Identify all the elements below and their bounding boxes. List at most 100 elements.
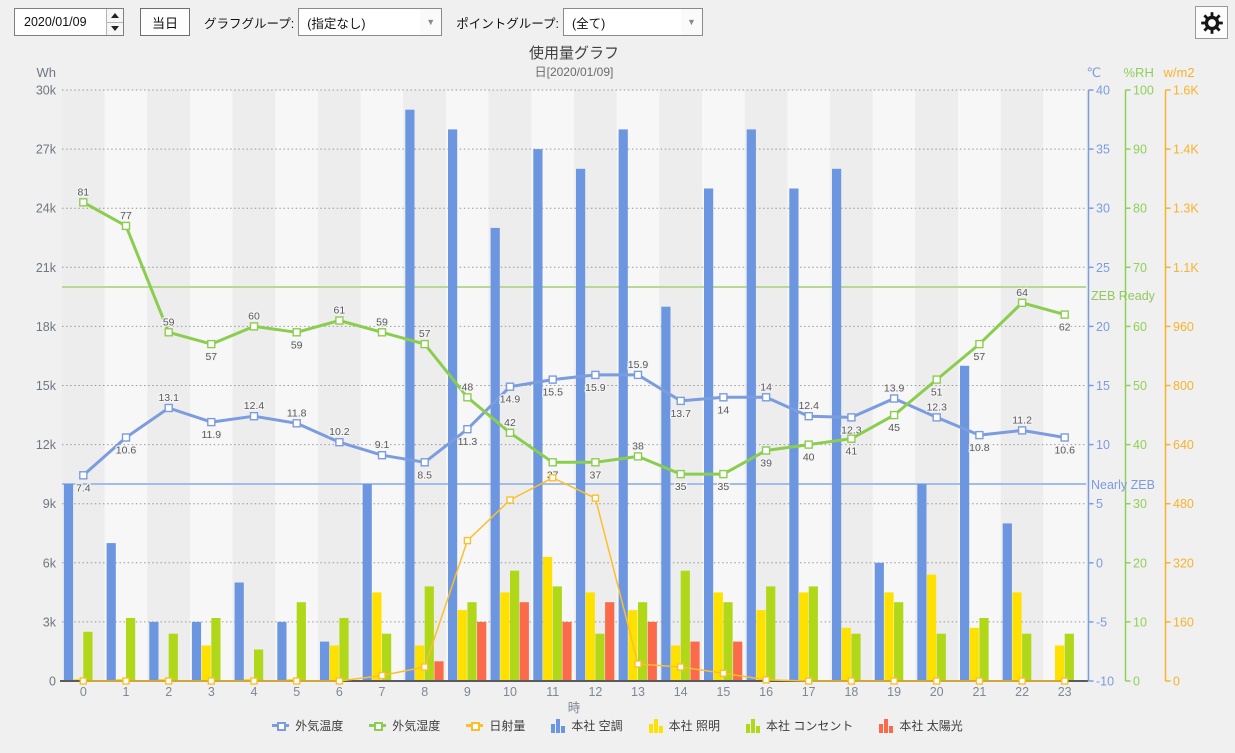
line-series-日射量 <box>79 474 1069 685</box>
svg-text:11.8: 11.8 <box>287 407 307 419</box>
svg-text:57: 57 <box>419 328 431 340</box>
svg-text:20: 20 <box>1133 556 1147 570</box>
chart-subtitle: 日[2020/01/09] <box>534 65 614 79</box>
point-group-select[interactable]: (全て) ▼ <box>562 8 703 36</box>
svg-text:35: 35 <box>718 481 730 493</box>
chart-legend: 外気温度 外気湿度 日射量 本社 空調 本社 照明 本社 コンセント 本社 太陽光 <box>0 717 1235 734</box>
svg-text:10.8: 10.8 <box>969 442 990 454</box>
left-axis: Wh 30k 27k 24k 21k 18k 15k 12k 9k 6k 3k 0 <box>36 65 57 689</box>
svg-text:20: 20 <box>1096 320 1110 334</box>
svg-text:14.9: 14.9 <box>500 394 521 406</box>
svg-text:5: 5 <box>293 685 300 699</box>
svg-text:1: 1 <box>123 685 130 699</box>
svg-text:3: 3 <box>208 685 215 699</box>
svg-text:0: 0 <box>1096 556 1103 570</box>
legend-line-icon <box>272 720 290 731</box>
svg-text:62: 62 <box>1059 322 1071 334</box>
toolbar: 当日 グラフグループ: (指定なし) ▼ ポイントグループ: (全て) ▼ <box>0 0 1235 44</box>
legend-item-6[interactable]: 本社 太陽光 <box>879 717 963 734</box>
svg-text:17: 17 <box>802 685 816 699</box>
graph-group-label: グラフグループ: <box>204 16 295 31</box>
svg-text:11.9: 11.9 <box>201 429 221 441</box>
legend-item-2[interactable]: 日射量 <box>466 717 525 734</box>
down-arrow-icon <box>111 26 119 32</box>
svg-text:12.4: 12.4 <box>798 400 819 412</box>
svg-text:6: 6 <box>336 685 343 699</box>
settings-button[interactable] <box>1195 6 1228 39</box>
legend-bars-icon <box>879 718 894 733</box>
svg-text:w/m2: w/m2 <box>1163 65 1195 80</box>
svg-text:80: 80 <box>1133 202 1147 216</box>
chevron-down-icon: ▼ <box>680 9 702 35</box>
right-axis-temp: ℃ 40 35 30 25 20 15 10 5 0 -5 -10 <box>1087 65 1115 689</box>
svg-text:9.1: 9.1 <box>375 439 390 451</box>
svg-text:9: 9 <box>464 685 471 699</box>
up-arrow-icon <box>111 12 119 18</box>
gear-icon <box>1200 11 1223 34</box>
svg-text:8.5: 8.5 <box>417 469 432 481</box>
svg-text:960: 960 <box>1173 320 1194 334</box>
legend-label: 本社 照明 <box>668 719 721 733</box>
svg-text:9k: 9k <box>43 497 57 511</box>
svg-text:10.6: 10.6 <box>116 445 137 457</box>
svg-text:15.9: 15.9 <box>585 382 606 394</box>
svg-text:12k: 12k <box>36 438 57 452</box>
svg-text:59: 59 <box>291 339 303 351</box>
svg-text:12: 12 <box>588 685 602 699</box>
svg-text:70: 70 <box>1133 261 1147 275</box>
svg-text:℃: ℃ <box>1087 65 1102 80</box>
chart-title: 使用量グラフ <box>528 45 619 62</box>
legend-item-3[interactable]: 本社 空調 <box>551 717 623 734</box>
legend-item-5[interactable]: 本社 コンセント <box>746 717 853 734</box>
svg-text:Nearly ZEB: Nearly ZEB <box>1091 478 1155 492</box>
svg-text:57: 57 <box>205 351 217 363</box>
svg-text:4: 4 <box>251 685 258 699</box>
graph-group-select[interactable]: (指定なし) ▼ <box>298 8 443 36</box>
bar-series-本社 コンセント <box>83 570 1074 682</box>
svg-text:35: 35 <box>675 481 687 493</box>
svg-text:81: 81 <box>77 186 89 198</box>
svg-text:13.9: 13.9 <box>884 383 905 395</box>
legend-label: 日射量 <box>489 719 526 733</box>
right-axis-solar: w/m2 1.6K 1.4K 1.3K 1.1K 960 800 640 480 320 160 0 <box>1163 65 1200 689</box>
legend-item-4[interactable]: 本社 照明 <box>648 717 721 734</box>
date-picker <box>14 8 124 36</box>
today-button[interactable]: 当日 <box>140 8 191 36</box>
svg-text:51: 51 <box>931 387 943 399</box>
svg-text:30k: 30k <box>36 84 57 98</box>
legend-line-icon <box>466 720 484 731</box>
date-spin-up-button[interactable] <box>107 9 123 22</box>
svg-text:16: 16 <box>759 685 773 699</box>
svg-text:6k: 6k <box>43 556 57 570</box>
svg-text:48: 48 <box>462 381 474 393</box>
svg-text:59: 59 <box>163 316 175 328</box>
svg-text:90: 90 <box>1133 143 1147 157</box>
svg-text:21: 21 <box>972 685 986 699</box>
svg-text:2: 2 <box>165 685 172 699</box>
date-spin-down-button[interactable] <box>107 21 123 35</box>
svg-text:35: 35 <box>1096 143 1110 157</box>
legend-line-icon <box>369 720 387 731</box>
svg-text:14: 14 <box>760 381 772 393</box>
reference-labels: ZEB Ready Nearly ZEB <box>1091 289 1156 492</box>
svg-text:18: 18 <box>844 685 858 699</box>
line-labels-外気湿度: 8177595760596159574842373738353539404145… <box>76 185 1072 494</box>
svg-text:39: 39 <box>760 458 772 470</box>
svg-text:100: 100 <box>1133 84 1154 98</box>
svg-text:59: 59 <box>376 316 388 328</box>
svg-text:-5: -5 <box>1096 615 1107 629</box>
svg-text:20: 20 <box>930 685 944 699</box>
svg-text:1.4K: 1.4K <box>1173 143 1199 157</box>
svg-text:480: 480 <box>1173 497 1194 511</box>
svg-text:320: 320 <box>1173 556 1194 570</box>
svg-text:30: 30 <box>1133 497 1147 511</box>
svg-text:41: 41 <box>846 446 858 458</box>
svg-text:21k: 21k <box>36 261 57 275</box>
line-series-外気湿度 <box>79 198 1069 479</box>
svg-text:64: 64 <box>1016 287 1028 299</box>
legend-item-0[interactable]: 外気温度 <box>272 717 343 734</box>
svg-text:60: 60 <box>1133 320 1147 334</box>
svg-text:15k: 15k <box>36 379 57 393</box>
date-input[interactable] <box>15 9 106 35</box>
legend-item-1[interactable]: 外気湿度 <box>369 717 440 734</box>
